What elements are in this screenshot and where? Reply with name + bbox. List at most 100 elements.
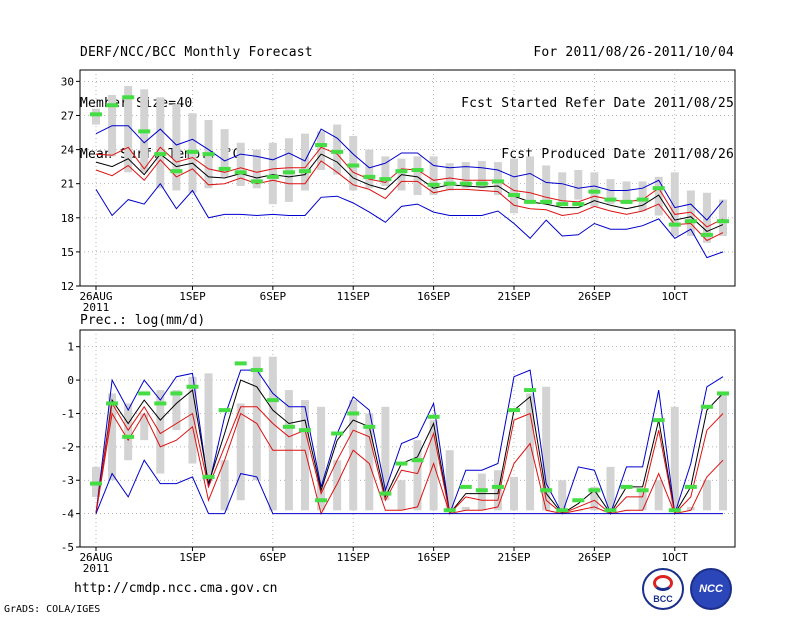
median-marker — [106, 103, 119, 108]
bcc-emblem-icon — [653, 575, 673, 591]
median-marker — [122, 95, 135, 100]
median-marker — [315, 143, 328, 148]
median-marker — [218, 408, 231, 413]
median-marker — [427, 182, 440, 187]
x-tick-sublabel: 2011 — [83, 301, 110, 314]
spread-box — [381, 156, 390, 186]
spread-box — [461, 506, 470, 511]
median-marker — [363, 174, 376, 179]
y-tick-label: 0 — [67, 374, 74, 387]
spread-box — [622, 181, 631, 205]
spread-box — [413, 156, 422, 196]
plot-frame — [79, 69, 736, 287]
ncc-logo: NCC — [690, 568, 732, 610]
bcc-logo-text: BCC — [653, 594, 673, 604]
spread-box — [702, 192, 711, 243]
x-tick-label: 6SEP — [260, 551, 287, 564]
spread-box — [317, 406, 326, 511]
bcc-logo: BCC — [642, 568, 684, 610]
spread-box — [510, 158, 518, 214]
spread-box — [108, 393, 117, 481]
x-tick-label: 6SEP — [260, 290, 287, 303]
y-tick-label: 24 — [61, 144, 75, 157]
spread-box — [510, 476, 518, 511]
series-inner-high-line — [95, 401, 724, 515]
median-marker — [202, 152, 215, 157]
median-marker — [202, 474, 215, 479]
spread-box — [574, 170, 583, 200]
spread-box — [397, 480, 406, 511]
spread-box — [381, 406, 390, 501]
median-marker — [524, 388, 537, 393]
footer-url[interactable]: http://cmdp.ncc.cma.gov.cn — [74, 581, 278, 596]
spread-box — [477, 160, 486, 189]
spread-box — [188, 376, 197, 464]
median-marker — [411, 168, 424, 173]
header-right: For 2011/08/26-2011/10/04 Fcst Started R… — [461, 10, 734, 180]
x-tick-label: 26SEP — [578, 290, 611, 303]
median-marker — [508, 193, 520, 198]
forecast-title: DERF/NCC/BCC Monthly Forecast — [80, 45, 313, 60]
spread-box — [349, 400, 358, 511]
median-marker — [186, 384, 199, 389]
spread-box — [156, 97, 165, 189]
median-marker — [250, 368, 263, 373]
median-marker — [266, 174, 279, 179]
y-tick-label: 18 — [61, 212, 74, 225]
median-marker — [588, 488, 601, 493]
median-marker — [491, 179, 504, 184]
spread-box — [670, 406, 679, 511]
median-marker — [282, 170, 295, 175]
spread-box — [590, 172, 599, 207]
precip-panel-title: Prec.: log(mm/d) — [80, 313, 205, 328]
median-marker — [652, 186, 665, 191]
spread-box — [172, 390, 181, 431]
median-marker — [572, 202, 585, 207]
median-marker — [122, 434, 135, 439]
plot-frame — [79, 329, 736, 548]
grads-credit: GrADS: COLA/IGES — [4, 604, 101, 615]
median-marker — [315, 498, 328, 503]
x-tick-label: 21SEP — [497, 551, 530, 564]
median-marker — [90, 481, 102, 486]
median-marker — [604, 508, 617, 513]
median-marker — [170, 391, 183, 396]
spread-box — [220, 460, 229, 511]
x-tick-label: 21SEP — [497, 290, 530, 303]
x-tick-label: 1SEP — [179, 551, 206, 564]
spread-box — [349, 135, 358, 191]
median-marker — [299, 428, 311, 433]
median-marker — [475, 181, 488, 186]
y-tick-label: 15 — [61, 246, 74, 259]
median-marker — [331, 431, 344, 436]
spread-box — [124, 403, 133, 461]
spread-box — [284, 138, 293, 202]
spread-box — [719, 393, 727, 511]
median-marker — [331, 149, 344, 154]
spread-box — [92, 108, 100, 125]
median-marker — [717, 219, 729, 224]
series-inner-low-line — [95, 412, 724, 515]
spread-box — [461, 162, 470, 189]
spread-box — [526, 393, 535, 511]
spread-box — [333, 124, 342, 175]
forecast-period: For 2011/08/26-2011/10/04 — [533, 45, 734, 60]
median-marker — [684, 219, 697, 224]
median-marker — [652, 418, 665, 423]
median-marker — [556, 508, 569, 513]
median-marker — [620, 484, 633, 489]
y-tick-label: 12 — [61, 280, 74, 293]
spread-box — [686, 190, 695, 236]
spread-box — [445, 163, 454, 191]
median-marker — [138, 391, 151, 396]
y-tick-label: 30 — [61, 75, 74, 88]
median-marker — [491, 484, 504, 489]
series-outer-low-line — [95, 182, 724, 259]
series-inner-low-line — [95, 159, 724, 242]
x-tick-label: 1OCT — [662, 551, 689, 564]
spread-box — [413, 440, 422, 511]
y-tick-label: -1 — [61, 407, 74, 420]
median-marker — [154, 152, 167, 157]
median-marker — [700, 404, 713, 409]
